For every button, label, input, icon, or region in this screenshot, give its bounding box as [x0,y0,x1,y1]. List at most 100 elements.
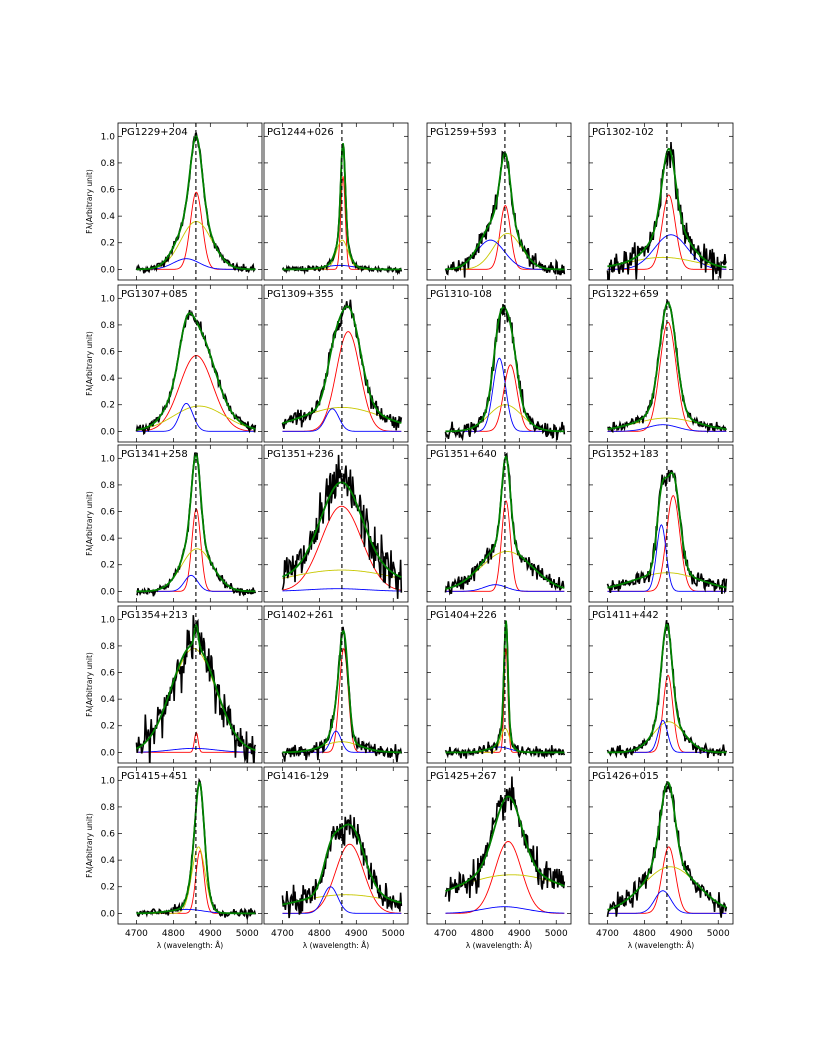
panel-frame [117,122,263,281]
panel-name: PG1404+226 [430,610,497,621]
y-tick-label: 1.0 [101,454,116,464]
line-blue-component [282,588,402,592]
y-tick-label: 0.2 [101,561,115,571]
x-tick-label: 5000 [707,929,730,939]
panel-pg1310-108: PG1310-108 [426,284,572,443]
x-axis-label: λ (wavelength: Å) [303,941,369,950]
panel-pg1244+026: PG1244+026 [263,122,409,281]
y-axis-label: Fλ(Arbitrary unit) [85,331,94,396]
line-total-fit [136,623,256,751]
x-tick-label: 4700 [125,929,148,939]
panel-frame [426,444,572,603]
panel-pg1352+183: PG1352+183 [588,444,734,603]
y-axis-label: Fλ(Arbitrary unit) [85,169,94,234]
line-narrow-component [282,505,402,591]
y-axis-label: Fλ(Arbitrary unit) [85,813,94,878]
panel-pg1425+267: 4700 4800 4900 5000 PG1425+267 λ (wavelength:… [426,766,572,950]
y-tick-label: 1.0 [101,776,116,786]
panel-frame [426,284,572,443]
y-tick-label: 0.0 [101,427,116,437]
line-total-fit [445,620,565,754]
line-blue-component [282,408,402,432]
panel-frame [426,122,572,281]
plot-area [606,620,728,759]
x-tick-label: 5000 [236,929,259,939]
x-tick-label: 5000 [382,929,405,939]
y-tick-label: 0.6 [101,830,116,840]
x-tick-label: 4900 [199,929,222,939]
x-tick-label: 5000 [545,929,568,939]
panel-name: PG1415+451 [121,771,188,782]
plot-area [444,150,566,278]
line-total-fit [607,301,727,431]
y-tick-label: 0.4 [101,534,116,544]
panel-frame [588,284,734,443]
plot-area [136,777,257,922]
x-tick-label: 4900 [345,929,368,939]
panel-name: PG1244+026 [267,127,334,138]
panel-frame [117,605,263,764]
x-tick-label: 4800 [308,929,331,939]
line-blue-component [445,906,565,914]
x-tick-label: 4800 [162,929,185,939]
x-axis-label: λ (wavelength: Å) [628,941,694,950]
panel-frame [588,444,734,603]
y-tick-label: 0.4 [101,695,116,705]
y-tick-label: 1.0 [101,615,116,625]
panel-name: PG1352+183 [592,449,659,460]
y-tick-label: 0.8 [101,481,116,491]
x-axis-label: λ (wavelength: Å) [157,941,223,950]
y-tick-label: 0.6 [101,669,116,679]
y-tick-label: 0.6 [101,508,116,518]
panel-pg1322+659: PG1322+659 [588,284,734,443]
line-total-fit [607,623,727,754]
panel-pg1307+085: 0.0 0.2 0.4 0.6 0.8 1.0 PG1307+085 Fλ(Arbitrary… [85,284,263,443]
y-tick-label: 0.8 [101,803,116,813]
panel-frame [117,284,263,443]
panel-pg1354+213: 0.0 0.2 0.4 0.6 0.8 1.0 PG1354+213 Fλ(Arbitrary… [85,605,263,764]
x-tick-label: 4800 [633,929,656,939]
y-axis-label: Fλ(Arbitrary unit) [85,652,94,717]
line-blue-component [607,424,727,432]
panel-name: PG1426+015 [592,771,659,782]
panel-pg1402+261: PG1402+261 [263,605,409,764]
panel-pg1259+593: PG1259+593 [426,122,572,281]
y-tick-label: 0.6 [101,186,116,196]
panel-frame [263,766,409,925]
panel-frame [263,284,409,443]
y-tick-label: 0.4 [101,374,116,384]
panel-frame [117,444,263,603]
panel-pg1404+226: PG1404+226 [426,605,572,764]
x-tick-label: 4900 [670,929,693,939]
panel-name: PG1425+267 [430,771,497,782]
panel-frame [117,766,263,925]
panel-pg1416-129: 4700 4800 4900 5000 PG1416-129 λ (wavelength:… [263,766,409,950]
y-tick-label: 0.2 [101,883,115,893]
panel-pg1351+640: PG1351+640 [426,444,572,603]
panel-frame [588,766,734,925]
panel-pg1411+442: PG1411+442 [588,605,734,764]
panel-name: PG1341+258 [121,449,188,460]
panel-pg1341+258: 0.0 0.2 0.4 0.6 0.8 1.0 PG1341+258 Fλ(Arbitrary… [85,444,263,603]
y-tick-label: 0.4 [101,856,116,866]
x-tick-label: 4700 [596,929,619,939]
panel-name: PG1411+442 [592,610,659,621]
panel-pg1229+204: 0.0 0.2 0.4 0.6 0.8 1.0 PG1229+204 Fλ(Arbitrary… [85,122,263,281]
x-tick-label: 4800 [471,929,494,939]
line-broad-component [136,548,256,592]
panel-name: PG1402+261 [267,610,334,621]
y-tick-label: 0.6 [101,348,116,358]
y-tick-label: 0.0 [101,587,116,597]
panel-frame [426,766,572,925]
panel-name: PG1302-102 [592,127,654,138]
x-tick-label: 4700 [434,929,457,939]
x-axis-label: λ (wavelength: Å) [466,941,532,950]
panel-name: PG1354+213 [121,610,188,621]
y-tick-label: 0.0 [101,265,116,275]
line-total-fit [282,823,402,906]
panel-name: PG1351+236 [267,449,334,460]
plot-area [606,469,728,595]
panel-pg1426+015: 4700 4800 4900 5000 PG1426+015 λ (wavelength:… [588,766,734,950]
line-total-fit [607,471,727,589]
